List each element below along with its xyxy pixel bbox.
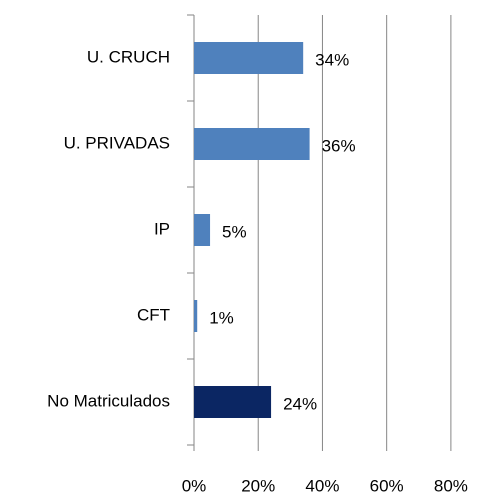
y-tick-label: U. CRUCH xyxy=(87,47,170,66)
bar xyxy=(194,386,272,418)
x-tick-label: 0% xyxy=(182,476,207,495)
y-tick-label: IP xyxy=(154,219,170,238)
value-label: 24% xyxy=(283,394,317,413)
value-label: 1% xyxy=(209,308,234,327)
bar xyxy=(194,128,310,160)
x-tick-label: 80% xyxy=(434,476,468,495)
bar xyxy=(194,42,304,74)
x-tick-label: 40% xyxy=(305,476,339,495)
y-tick-label: No Matriculados xyxy=(47,391,170,410)
x-tick-label: 60% xyxy=(370,476,404,495)
value-label: 36% xyxy=(322,136,356,155)
x-tick-label: 20% xyxy=(241,476,275,495)
y-tick-label: U. PRIVADAS xyxy=(64,133,170,152)
y-tick-label: CFT xyxy=(137,305,170,324)
bar xyxy=(194,300,198,332)
value-label: 34% xyxy=(315,50,349,69)
value-label: 5% xyxy=(222,222,247,241)
bar xyxy=(194,214,211,246)
